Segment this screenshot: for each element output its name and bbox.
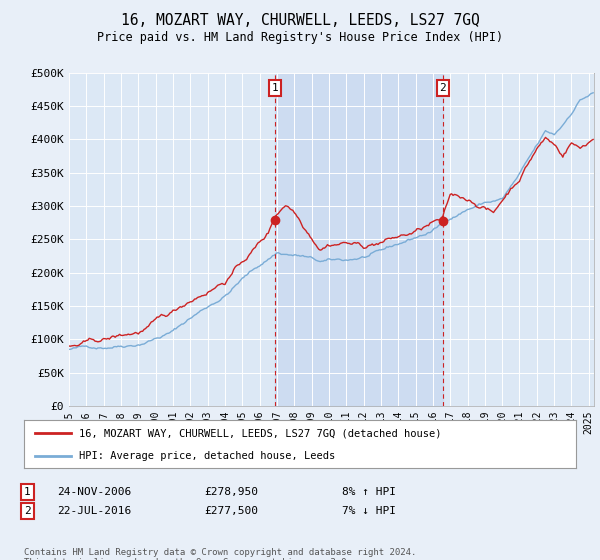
- Text: 2: 2: [440, 83, 446, 93]
- Text: 16, MOZART WAY, CHURWELL, LEEDS, LS27 7GQ: 16, MOZART WAY, CHURWELL, LEEDS, LS27 7G…: [121, 13, 479, 29]
- Text: 16, MOZART WAY, CHURWELL, LEEDS, LS27 7GQ (detached house): 16, MOZART WAY, CHURWELL, LEEDS, LS27 7G…: [79, 428, 442, 438]
- Text: 8% ↑ HPI: 8% ↑ HPI: [342, 487, 396, 497]
- Text: Contains HM Land Registry data © Crown copyright and database right 2024.
This d: Contains HM Land Registry data © Crown c…: [24, 548, 416, 560]
- Text: Price paid vs. HM Land Registry's House Price Index (HPI): Price paid vs. HM Land Registry's House …: [97, 31, 503, 44]
- Text: 1: 1: [24, 487, 31, 497]
- Text: HPI: Average price, detached house, Leeds: HPI: Average price, detached house, Leed…: [79, 451, 335, 461]
- Text: £277,500: £277,500: [204, 506, 258, 516]
- Text: 2: 2: [24, 506, 31, 516]
- Text: £278,950: £278,950: [204, 487, 258, 497]
- Text: 22-JUL-2016: 22-JUL-2016: [57, 506, 131, 516]
- Text: 7% ↓ HPI: 7% ↓ HPI: [342, 506, 396, 516]
- Text: 1: 1: [272, 83, 278, 93]
- Text: 24-NOV-2006: 24-NOV-2006: [57, 487, 131, 497]
